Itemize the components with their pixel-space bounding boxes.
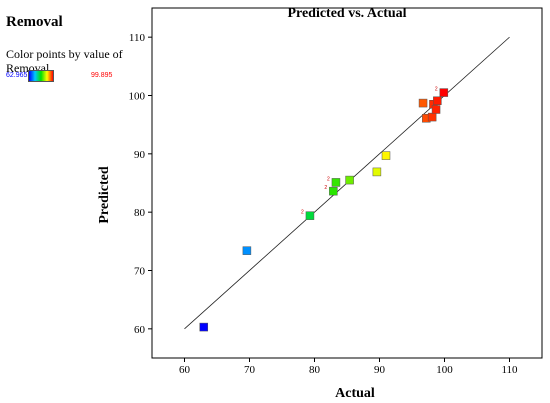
point-multiplicity-label: 2 (324, 185, 327, 191)
point-multiplicity-label: 2 (327, 176, 330, 182)
x-tick-label: 100 (436, 364, 453, 376)
y-axis-title: Predicted (97, 166, 112, 223)
point-multiplicity-label: 2 (435, 87, 438, 93)
data-point (372, 167, 382, 177)
data-point (345, 175, 354, 185)
x-tick-label: 110 (501, 364, 518, 376)
y-tick-label: 70 (134, 266, 146, 278)
y-tick-label: 90 (134, 149, 146, 161)
color-scale-bar (28, 70, 54, 82)
x-tick-label: 90 (374, 364, 386, 376)
x-tick-label: 60 (179, 364, 191, 376)
y-tick-label: 60 (134, 324, 146, 336)
y-tick-label: 110 (129, 32, 146, 44)
data-point (427, 112, 437, 122)
y-tick-label: 80 (134, 207, 146, 219)
data-point (331, 178, 341, 187)
data-point (329, 186, 338, 196)
point-multiplicity-label: 2 (301, 210, 304, 216)
data-point (242, 246, 252, 255)
color-legend-panel: Removal Color points by value of Removal (6, 14, 156, 75)
color-scale-max: 99.895 (91, 72, 113, 79)
plot-frame (151, 7, 543, 359)
data-point (199, 322, 209, 332)
legend-title: Removal (6, 14, 63, 30)
data-point (433, 96, 442, 105)
y-tick-label: 100 (129, 91, 146, 103)
x-tick-label: 80 (309, 364, 321, 376)
data-point (305, 211, 315, 220)
data-point (431, 105, 441, 114)
color-scale: 62.965 99.895 (6, 70, 156, 82)
x-axis-title: Actual (335, 386, 375, 401)
x-tick-label: 70 (244, 364, 256, 376)
data-point (418, 98, 428, 108)
color-scale-min: 62.965 (6, 72, 28, 79)
data-point (381, 151, 391, 160)
chart-title: Predicted vs. Actual (287, 6, 406, 21)
data-point (439, 88, 449, 97)
